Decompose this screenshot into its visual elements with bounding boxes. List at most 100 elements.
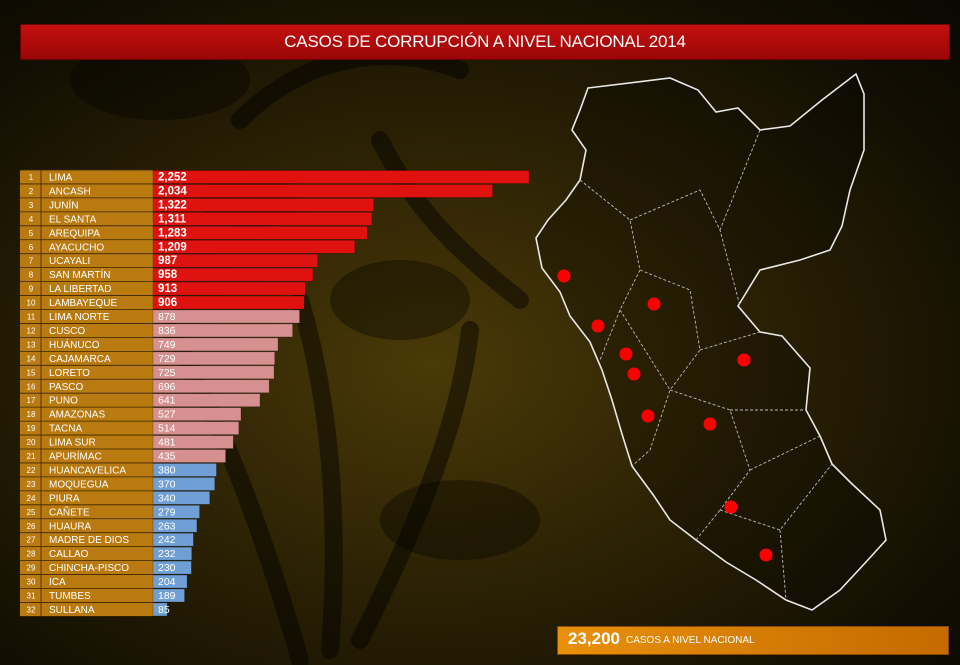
rank-label: 6 (29, 243, 34, 252)
rank-label: 22 (27, 466, 36, 475)
rank-label: 31 (27, 592, 36, 601)
category-label: ANCASH (49, 186, 91, 197)
bar (152, 267, 314, 282)
rank-label: 8 (29, 271, 34, 280)
case-marker (591, 319, 605, 333)
category-label: HUANCAVELICA (49, 465, 126, 476)
bar (152, 212, 373, 226)
data-label: 729 (158, 353, 176, 365)
total-value: 23,200 (568, 629, 620, 648)
bar (152, 518, 198, 533)
data-label: 481 (158, 437, 176, 449)
category-label: JUNÍN (49, 198, 78, 211)
rank-label: 14 (27, 354, 36, 363)
category-label: UCAYALI (49, 256, 90, 267)
data-label: 696 (158, 381, 176, 393)
bar (152, 365, 275, 380)
data-label: 749 (158, 339, 176, 351)
rank-label: 28 (27, 550, 36, 559)
data-label: 380 (158, 464, 176, 476)
data-label: 641 (158, 395, 176, 407)
bar (152, 491, 211, 505)
category-label: EL SANTA (49, 214, 97, 225)
category-label: ICA (49, 577, 66, 588)
category-label: LIMA NORTE (49, 312, 110, 323)
category-label: CALLAO (49, 549, 89, 560)
rank-label: 10 (27, 299, 36, 308)
category-label: AYACUCHO (49, 242, 104, 253)
bar (152, 170, 530, 184)
category-label: TUMBES (49, 591, 91, 602)
category-label: HUAURA (49, 521, 92, 532)
category-label: AREQUIPA (49, 228, 100, 239)
bar (152, 532, 194, 547)
category-label: MOQUEGUA (49, 479, 109, 490)
category-label: CAJAMARCA (49, 354, 111, 365)
data-label: 85 (158, 604, 170, 616)
rank-label: 7 (29, 257, 34, 266)
category-label: LAMBAYEQUE (49, 298, 117, 309)
bar (152, 281, 306, 296)
rank-label: 27 (27, 536, 36, 545)
data-label: 435 (158, 451, 176, 463)
data-label: 232 (158, 548, 176, 560)
rank-label: 2 (29, 187, 34, 196)
category-label: LIMA SUR (49, 438, 96, 449)
case-marker (703, 417, 717, 431)
case-marker (619, 347, 633, 361)
rank-label: 17 (27, 396, 36, 405)
case-marker (647, 297, 661, 311)
data-label: 906 (158, 297, 177, 309)
data-label: 987 (158, 255, 177, 267)
chart-title: CASOS DE CORRUPCIÓN A NIVEL NACIONAL 201… (20, 24, 950, 60)
data-label: 527 (158, 409, 176, 421)
data-label: 2,252 (158, 172, 187, 184)
data-label: 370 (158, 478, 176, 490)
bar (152, 337, 279, 352)
category-label: PUNO (49, 396, 78, 407)
data-label: 340 (158, 492, 176, 504)
bar (152, 421, 240, 435)
data-label: 958 (158, 269, 178, 281)
data-label: 836 (158, 325, 176, 337)
rank-label: 23 (27, 480, 36, 489)
bar (152, 239, 356, 254)
bar (152, 184, 493, 198)
bar (152, 504, 200, 519)
bar (152, 393, 261, 408)
bar (152, 198, 375, 212)
case-marker (641, 409, 655, 423)
bar (152, 309, 300, 324)
rank-label: 12 (27, 326, 36, 335)
data-label: 230 (158, 562, 176, 574)
bar (152, 588, 185, 603)
category-label: SULLANA (49, 605, 95, 616)
category-label: LA LIBERTAD (49, 284, 111, 295)
category-label: CAÑETE (49, 505, 90, 518)
rank-label: 19 (27, 424, 36, 433)
data-label: 878 (158, 311, 176, 323)
case-marker (724, 500, 738, 514)
bar-chart: 1 LIMA 2,252 2 ANCASH 2,034 3 JUNÍN 1,322 4 EL SAN… (20, 169, 530, 617)
rank-label: 32 (27, 605, 36, 614)
data-label: 189 (158, 590, 176, 602)
case-marker (759, 548, 773, 562)
data-label: 514 (158, 423, 176, 435)
rank-label: 5 (29, 229, 34, 238)
category-label: APURÍMAC (49, 450, 102, 463)
bar (152, 602, 168, 617)
rank-label: 20 (27, 438, 36, 447)
rank-label: 3 (29, 201, 34, 210)
category-label: CHINCHA-PISCO (49, 563, 129, 574)
data-label: 913 (158, 283, 177, 295)
rank-label: 18 (27, 410, 36, 419)
rank-label: 9 (29, 285, 34, 294)
bar (152, 546, 193, 561)
bar (152, 560, 192, 575)
case-marker (737, 353, 751, 367)
data-label: 2,034 (158, 185, 187, 197)
bar (152, 449, 226, 463)
peru-map (535, 72, 887, 611)
category-label: CUSCO (49, 326, 85, 337)
data-label: 263 (158, 520, 176, 532)
